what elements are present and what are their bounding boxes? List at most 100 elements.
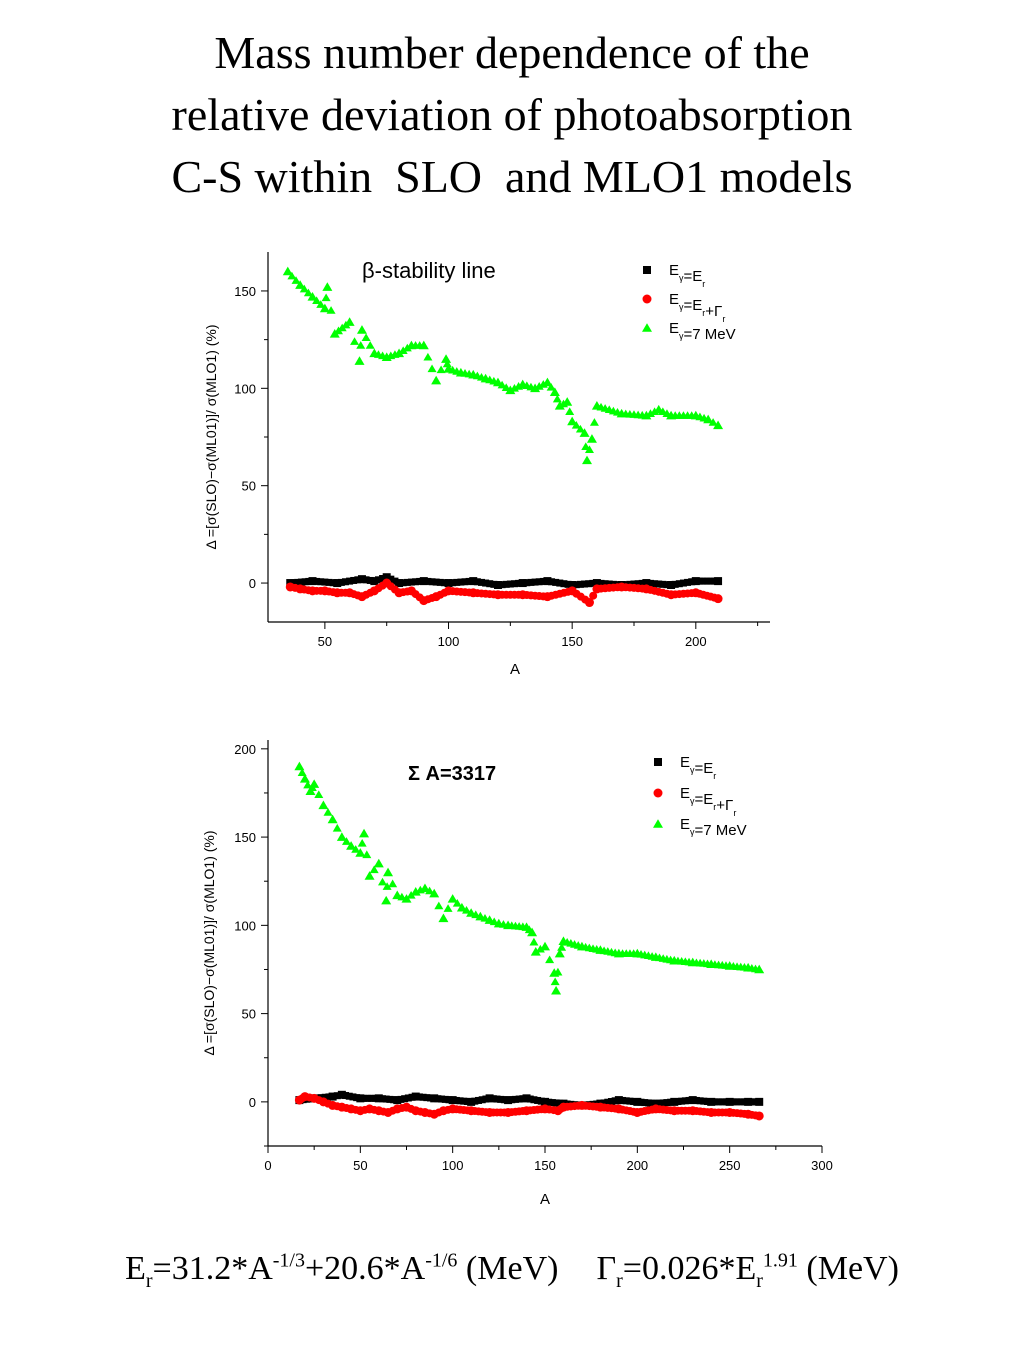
data-point-fill [378,1095,386,1103]
data-point-fill [401,1095,409,1103]
data-point [393,1096,402,1105]
data-point-fill [456,1097,464,1105]
data-point [540,941,550,951]
data-point-fill [440,579,448,587]
data-point [318,800,329,810]
legend-label: Eγ=7 MeV [669,320,736,343]
data-point-fill [321,578,329,586]
data-point-fill [531,578,539,586]
data-point [346,841,357,850]
data-point-fill [527,578,535,586]
data-point [441,354,452,363]
data-point [713,594,723,604]
data-point-fill [535,944,545,953]
data-point-fill [641,1099,649,1107]
data-point-fill [398,346,408,354]
data-point-fill [748,1098,756,1106]
data-point [419,883,430,893]
data-point-fill [436,578,444,586]
data-point-fill [663,1099,671,1107]
data-point-fill [424,577,432,585]
data-point-fill [497,1095,505,1103]
data-point [641,410,652,420]
data-point [444,579,453,588]
data-point [333,579,342,588]
data-point-fill [626,1097,634,1105]
data-point [448,1096,457,1105]
data-point-fill [357,838,367,847]
data-point-fill [659,580,667,588]
legend-label: Eγ=7 MeV [680,816,747,839]
data-point-fill [457,578,465,586]
data-point [383,867,394,877]
data-point [505,385,516,395]
data-point-fill [297,768,307,776]
data-point-fill [478,1096,486,1104]
data-point-fill [696,1097,704,1105]
data-point [586,434,597,443]
data-point-fill [356,341,366,349]
data-point-fill [299,284,309,293]
data-point [554,401,565,410]
data-point-fill [337,578,345,586]
y-tick-label: 150 [234,284,256,299]
data-point-fill [678,1097,686,1105]
data-point-fill [601,580,609,588]
data-point-fill [575,424,585,433]
data-point-fill [545,955,555,964]
data-point [554,948,565,958]
y-tick-label: 100 [234,918,256,933]
data-point [359,828,370,838]
data-point [579,428,590,437]
data-point [354,356,365,365]
formula-line: Er=31.2*A-1/3+20.6*A-1/6 (MeV) Γr=0.026*E… [0,1250,1024,1293]
data-point-fill [316,300,326,308]
series-square [286,573,723,589]
data-point-fill [486,580,494,588]
data-point-fill [493,1095,501,1103]
data-point-fill [523,579,531,587]
data-point-fill [361,333,371,342]
data-point-fill [367,1094,375,1102]
data-point-fill [489,1095,497,1103]
data-point [394,348,405,358]
data-point-fill [386,1095,394,1103]
data-point-fill [382,882,392,890]
data-point-fill [415,1093,423,1101]
data-point-fill [707,577,715,585]
data-point-fill [655,1099,663,1107]
data-point-fill [301,578,309,586]
data-point-fill [589,591,598,600]
data-point [309,779,320,788]
data-point-fill [369,865,379,874]
data-point [431,375,442,385]
data-point [542,377,553,387]
chart-title: Σ A=3317 [408,763,496,785]
data-point-fill [508,1096,516,1104]
data-point-fill [321,1093,329,1101]
data-point-fill [471,1097,479,1105]
data-point-fill [329,579,337,587]
data-point [327,814,338,824]
data-point [754,964,765,974]
y-tick-label: 0 [249,576,256,591]
data-point-fill [645,409,655,417]
data-point-fill [535,578,543,586]
data-point-fill [362,576,370,584]
y-tick-label: 50 [242,479,256,494]
data-point-fill [312,296,322,305]
data-point-fill [526,1095,534,1103]
data-point-fill [674,1098,682,1106]
data-point-fill [737,1098,745,1106]
data-point [356,325,367,334]
data-point-fill [490,580,498,588]
data-point-fill [607,1098,615,1106]
data-point-fill [323,808,333,816]
data-point-fill [502,580,510,588]
data-point-fill [432,578,440,586]
x-tick-label: 0 [264,1158,271,1173]
data-point-fill [548,1099,556,1107]
data-point-fill [622,1097,630,1105]
legend-marker [653,819,663,828]
